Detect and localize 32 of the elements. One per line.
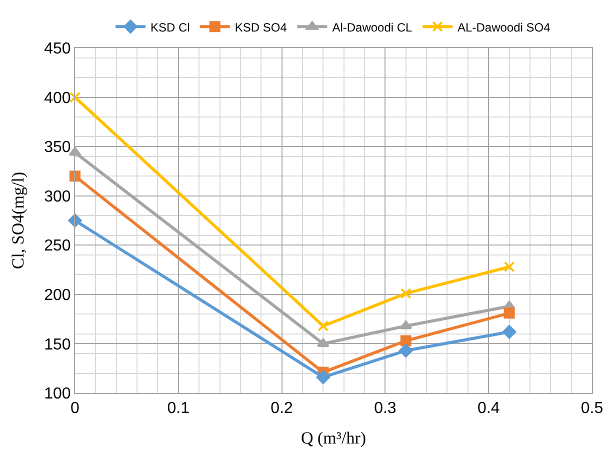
x-axis-title: Q (m³/hr) <box>300 428 366 448</box>
point <box>504 308 515 319</box>
y-axis-title: Cl, SO4(mg/l) <box>8 172 28 270</box>
point <box>502 325 516 339</box>
point <box>400 288 412 299</box>
legend-label: KSD SO4 <box>234 20 288 34</box>
point <box>318 320 329 332</box>
x-tick-label: 0.3 <box>374 400 396 418</box>
legend-label: KSD Cl <box>150 20 190 34</box>
y-tick-label: 450 <box>44 40 71 58</box>
point <box>316 370 330 384</box>
point <box>70 170 80 182</box>
point <box>70 92 80 103</box>
y-tick-label: 350 <box>44 139 71 156</box>
x-tick-label: 0 <box>70 400 80 418</box>
y-tick-label: 100 <box>44 386 71 403</box>
point <box>400 335 412 346</box>
legend-label: Al-Dawoodi CL <box>332 20 413 34</box>
y-tick-label: 250 <box>44 238 71 255</box>
legend-label: AL-Dawoodi SO4 <box>458 20 551 34</box>
y-tick-label: 150 <box>44 336 71 354</box>
point <box>399 344 413 358</box>
x-tick-label: 0.2 <box>270 400 294 418</box>
x-tick-label: 0.4 <box>477 400 500 418</box>
y-tick-label: 300 <box>44 188 71 206</box>
y-tick-label: 200 <box>44 287 71 304</box>
point <box>400 320 412 330</box>
x-tick-label: 0.1 <box>167 400 190 418</box>
point <box>504 261 515 272</box>
x-tick-label: 0.5 <box>580 400 604 418</box>
y-tick-label: 400 <box>44 90 71 107</box>
point <box>68 214 82 228</box>
